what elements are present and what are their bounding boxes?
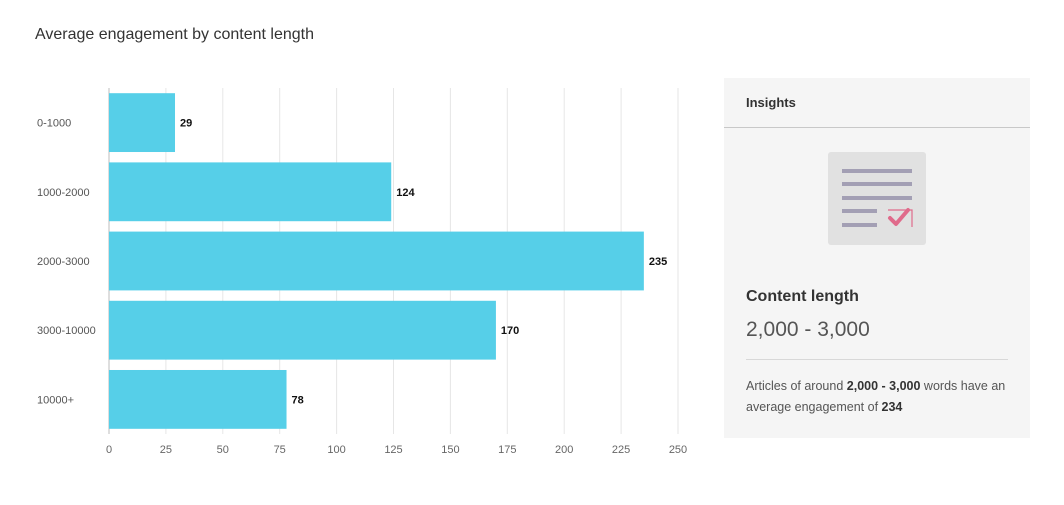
category-label: 3000-10000 [37, 325, 96, 337]
desc-middle: words have an average engagement of [746, 379, 1006, 414]
labels: 0 25 50 75 100 125 150 175 200 225 250 0-1000 29 1000… [37, 118, 687, 456]
x-tick-label: 225 [612, 444, 630, 456]
metric-value: 2,000 - 3,000 [746, 318, 870, 341]
x-tick-label: 0 [106, 444, 112, 456]
category-label: 2000-3000 [37, 256, 90, 268]
insights-panel: Insights Content length 2,000 - 3,000 Ar… [724, 78, 1030, 438]
x-tick-label: 150 [441, 444, 459, 456]
document-check-icon [828, 152, 926, 245]
bar [109, 300, 496, 360]
data-label: 235 [649, 256, 667, 268]
bar [109, 93, 176, 153]
desc-prefix: Articles of around [746, 379, 844, 393]
divider [746, 359, 1008, 360]
x-tick-label: 250 [669, 444, 687, 456]
x-tick-label: 100 [327, 444, 345, 456]
bar-chart: 0 25 50 75 100 125 150 175 200 225 250 0-1000 29 1000… [37, 88, 687, 456]
x-tick-label: 25 [160, 444, 172, 456]
x-tick-label: 175 [498, 444, 516, 456]
data-label: 78 [292, 394, 304, 406]
x-tick-label: 75 [274, 444, 286, 456]
data-label: 124 [396, 187, 415, 199]
insights-header: Insights [724, 78, 1030, 128]
category-label: 1000-2000 [37, 187, 90, 199]
desc-range: 2,000 - 3,000 [846, 379, 921, 393]
metric-name: Content length [746, 288, 859, 305]
chart-title: Average engagement by content length [35, 26, 315, 43]
x-tick-label: 125 [384, 444, 402, 456]
category-label: 0-1000 [37, 118, 71, 130]
data-label: 170 [501, 325, 519, 337]
bars [109, 93, 644, 429]
x-tick-label: 200 [555, 444, 573, 456]
category-label: 10000+ [37, 394, 74, 406]
bar [109, 369, 287, 429]
insight-description: Articles of around 2,000 - 3,000 words h… [746, 376, 1008, 418]
bar [109, 162, 392, 222]
data-label: 29 [180, 118, 192, 130]
bar [109, 231, 644, 291]
desc-value: 234 [881, 400, 903, 414]
x-tick-label: 50 [217, 444, 229, 456]
